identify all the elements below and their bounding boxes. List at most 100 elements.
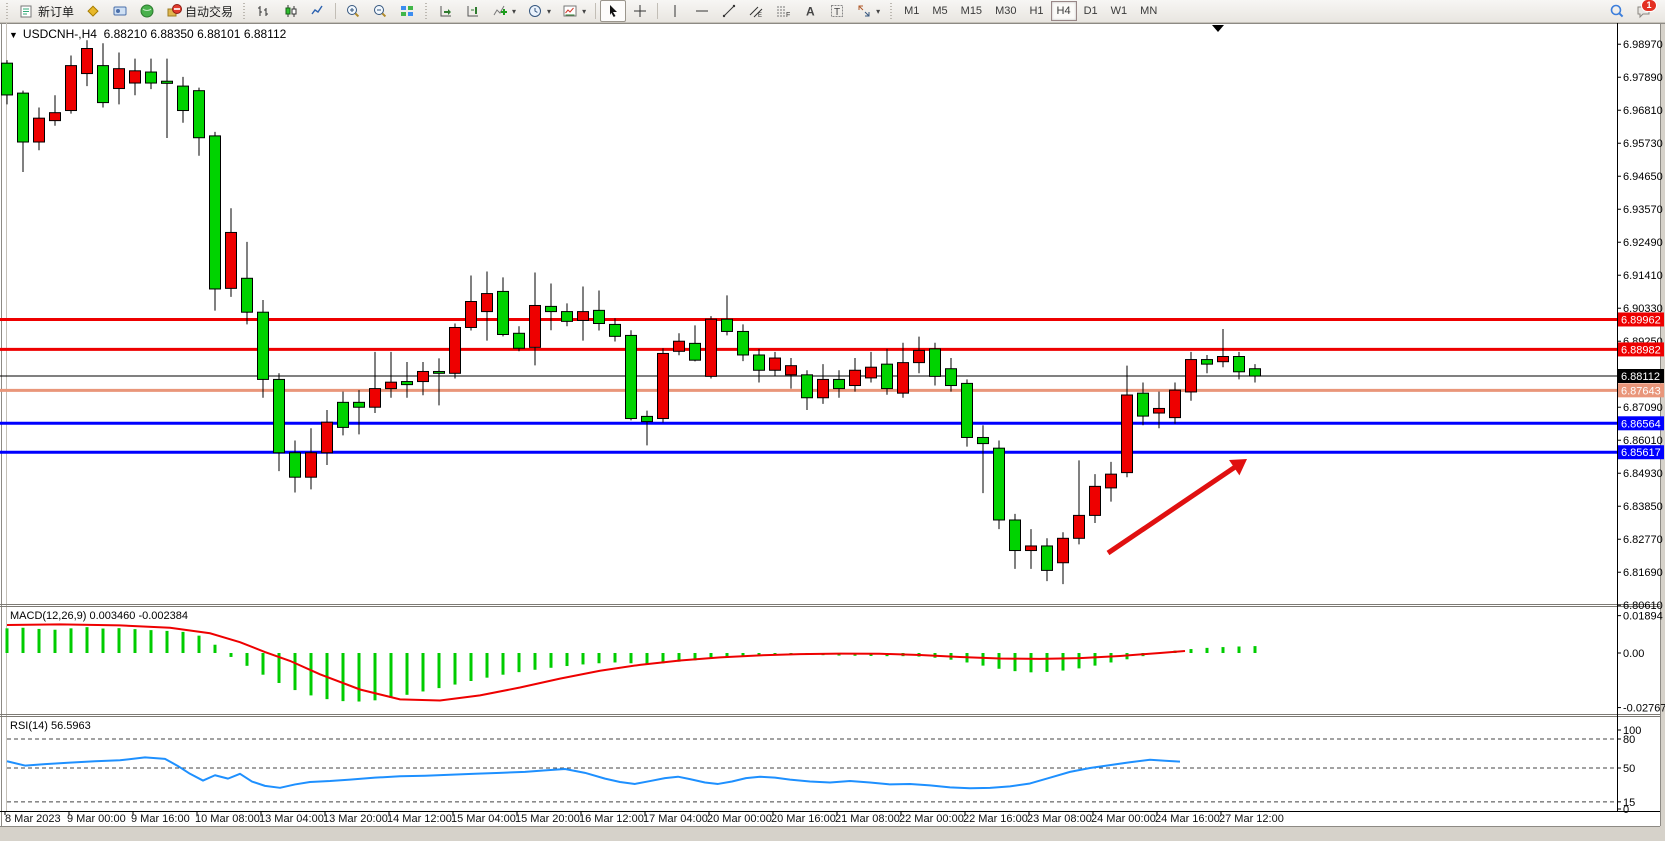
new-order-button[interactable]: 新订单 (14, 0, 79, 22)
templates-button[interactable]: ▾ (557, 0, 591, 22)
rsi-tick-label: 15 (1623, 797, 1635, 809)
timeframe-button-m30[interactable]: M30 (995, 5, 1017, 17)
trendline-tool-button[interactable] (716, 0, 742, 22)
dropdown-caret-icon[interactable]: ▾ (512, 6, 517, 16)
symbol-dropdown-icon[interactable]: ▼ (9, 30, 18, 40)
price-tick-label: 6.81690 (1623, 567, 1663, 579)
navigator-button[interactable] (134, 0, 160, 22)
candle-body (641, 415, 653, 423)
time-tick-label: 22 Mar 00:00 (899, 813, 964, 825)
timeframe-button-m15[interactable]: M15 (960, 5, 983, 17)
candle-body (801, 374, 813, 399)
price-tick-label: 6.82770 (1623, 534, 1663, 546)
rsi-tick-label: 50 (1623, 763, 1635, 775)
indicators-button[interactable]: ▾ (487, 0, 521, 22)
candle-body (513, 332, 525, 349)
candle-body (865, 366, 877, 379)
price-tick-label: 6.98970 (1623, 39, 1663, 51)
candle-body (1249, 368, 1261, 377)
time-tick-label: 24 Mar 16:00 (1155, 813, 1220, 825)
candle-body (769, 357, 781, 371)
svg-text:E: E (758, 13, 762, 19)
cursor-tool-button[interactable] (600, 0, 627, 22)
timeframe-button-m1[interactable]: M1 (904, 5, 920, 17)
time-tick-label: 23 Mar 08:00 (1027, 813, 1092, 825)
dropdown-caret-icon[interactable]: ▾ (876, 6, 881, 16)
candlestick-chart-button[interactable] (278, 0, 304, 22)
time-tick-label: 15 Mar 20:00 (515, 813, 580, 825)
crosshair-tool-button[interactable] (627, 0, 653, 22)
tile-windows-button[interactable] (394, 0, 420, 22)
time-tick-label: 21 Mar 08:00 (835, 813, 900, 825)
time-tick-label: 20 Mar 00:00 (707, 813, 772, 825)
dropdown-caret-icon[interactable]: ▾ (582, 6, 587, 16)
candle-body (1185, 359, 1197, 393)
chart-shift-button-icon (465, 3, 481, 19)
fibonacci-tool-button[interactable]: F (770, 0, 796, 22)
candle-body (1089, 485, 1101, 516)
macd-tick-label: 0.00 (1623, 648, 1644, 660)
zoom-in-button[interactable] (340, 0, 366, 22)
periods-button-icon (527, 3, 543, 19)
candle-body (33, 117, 45, 143)
candle-body (161, 80, 173, 84)
price-tick-label: 6.87090 (1623, 402, 1663, 414)
auto-scroll-button[interactable] (433, 0, 459, 22)
periods-button[interactable]: ▾ (522, 0, 556, 22)
price-label-text: 6.88982 (1621, 344, 1661, 356)
candle-body (369, 388, 381, 408)
horizontal-line-tool-button[interactable] (689, 0, 715, 22)
arrow-annotation-head[interactable] (1229, 459, 1247, 476)
tile-windows-button-icon (399, 3, 415, 19)
candle-body (833, 378, 845, 390)
macd-signal-line (6, 623, 1186, 702)
timeframe-button-h1[interactable]: H1 (1029, 5, 1044, 17)
new-order-button-icon (19, 3, 35, 19)
candle-body (417, 370, 429, 383)
chart-shift-marker-icon[interactable] (1212, 25, 1224, 32)
price-label-box (1618, 342, 1664, 357)
timeframe-button-d1[interactable]: D1 (1083, 5, 1098, 17)
cursor-tool-button-icon (605, 3, 621, 19)
line-chart-button[interactable] (305, 0, 331, 22)
rsi-indicator-label: RSI(14) 56.5963 (10, 720, 91, 732)
timeframe-button-mn[interactable]: MN (1140, 5, 1158, 17)
rsi-tick-label: 100 (1623, 725, 1641, 737)
equidistant-channel-tool-button[interactable]: E (743, 0, 769, 22)
dropdown-caret-icon[interactable]: ▾ (547, 6, 552, 16)
notifications-button[interactable]: 1 (1631, 0, 1657, 22)
candle-body (1233, 356, 1245, 373)
chart-shift-button[interactable] (460, 0, 486, 22)
data-window-button[interactable] (107, 0, 133, 22)
bar-chart-button[interactable] (251, 0, 277, 22)
open-value: 6.88210 (103, 27, 147, 41)
timeframe-button-m5[interactable]: M5 (932, 5, 948, 17)
market-watch-button[interactable] (80, 0, 106, 22)
time-tick-label: 8 Mar 2023 (5, 813, 61, 825)
rsi-line (6, 756, 1181, 790)
candle-body (561, 311, 573, 322)
price-tick-label: 6.92490 (1623, 237, 1663, 249)
timeframe-button-h4[interactable]: H4 (1050, 1, 1077, 21)
text-tool-button[interactable]: A (797, 0, 823, 22)
arrows-tool-button[interactable]: ▾ (851, 0, 885, 22)
time-tick-label: 17 Mar 04:00 (643, 813, 708, 825)
text-label-tool-button[interactable]: T (824, 0, 850, 22)
rsi-value: 56.5963 (50, 720, 91, 732)
zoom-out-button[interactable] (367, 0, 393, 22)
chart-ohlc-header[interactable]: ▼ USDCNH-,H4 6.88210 6.88350 6.88101 6.88… (9, 27, 286, 41)
price-tick-label: 6.90330 (1623, 303, 1663, 315)
new-order-button-label: 新订单 (38, 4, 75, 19)
arrow-annotation[interactable] (1106, 462, 1241, 556)
autotrading-button[interactable]: 自动交易 (161, 0, 238, 22)
svg-text:T: T (834, 7, 840, 18)
timeframe-button-w1[interactable]: W1 (1110, 5, 1128, 17)
candle-body (1201, 359, 1213, 365)
vertical-line-tool-button[interactable] (662, 0, 688, 22)
price-label-text: 6.85617 (1621, 447, 1661, 459)
trendline-tool-button-icon (721, 3, 737, 19)
notification-badge: 1 (1641, 0, 1657, 12)
price-label-text: 6.87643 (1621, 385, 1661, 397)
search-button[interactable] (1604, 0, 1630, 22)
